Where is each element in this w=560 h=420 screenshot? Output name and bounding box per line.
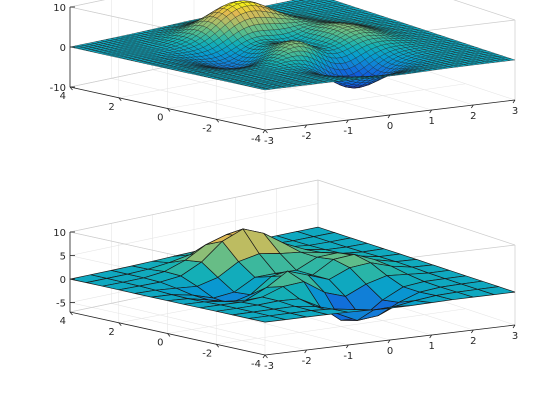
y-tick-mark <box>264 354 268 359</box>
z-tick-label: 0 <box>60 43 66 54</box>
x-tick-label: 1 <box>428 341 434 352</box>
z-tick-label: -10 <box>50 83 66 94</box>
side-wall-grid-line <box>69 302 266 346</box>
x-tick-label: 2 <box>470 336 476 347</box>
z-tick-label: 10 <box>53 3 66 14</box>
y-tick-label: 0 <box>157 338 163 349</box>
z-tick-label: 10 <box>53 228 66 239</box>
x-tick-mark <box>387 114 391 119</box>
y-tick-mark <box>69 311 73 316</box>
y-tick-label: -2 <box>202 348 212 359</box>
y-tick-mark <box>215 343 220 348</box>
y-tick-label: 4 <box>60 91 66 102</box>
y-tick-label: -4 <box>251 359 261 370</box>
x-tick-mark <box>429 109 432 114</box>
x-tick-mark <box>471 104 474 109</box>
surface-face <box>505 58 516 61</box>
y-tick-label: -4 <box>251 134 261 145</box>
y-tick-mark <box>167 333 171 337</box>
y-tick-label: 4 <box>60 316 66 327</box>
x-tick-mark <box>346 119 349 124</box>
x-tick-label: 0 <box>387 121 393 132</box>
surface-plot-coarse-mesh: -3 -2 -1 0 1 2 3 -4 -2 0 2 4 -5 0 5 10 <box>53 179 518 372</box>
y-tick-label: -2 <box>202 123 212 134</box>
x-tick-mark <box>346 344 349 349</box>
surface-mesh <box>69 0 516 91</box>
x-tick-label: 3 <box>512 106 518 117</box>
x-tick-mark <box>512 324 516 329</box>
x-tick-mark <box>387 339 391 344</box>
z-tick-label: 5 <box>60 252 66 263</box>
y-tick-mark <box>167 108 171 112</box>
x-tick-label: 1 <box>428 116 434 127</box>
x-tick-mark <box>471 329 474 334</box>
y-tick-mark <box>69 86 73 91</box>
floor-grid-line <box>216 83 466 120</box>
y-tick-mark <box>264 129 268 134</box>
y-tick-label: 0 <box>157 113 163 124</box>
y-tick-label: 2 <box>108 102 114 113</box>
x-tick-label: -3 <box>264 361 274 372</box>
back-wall-grid-line <box>69 203 319 256</box>
x-tick-mark <box>304 124 307 129</box>
axes-box-edge <box>317 179 516 246</box>
surface-mesh <box>69 226 516 323</box>
z-tick-label: -5 <box>56 299 66 310</box>
y-tick-mark <box>118 322 122 327</box>
z-tick-label: 0 <box>60 275 66 286</box>
y-tick-mark <box>215 118 220 123</box>
x-tick-label: -2 <box>302 131 312 142</box>
axes-box-edge <box>69 179 319 233</box>
y-tick-label: 2 <box>108 327 114 338</box>
x-tick-label: -1 <box>343 126 353 137</box>
y-tick-mark <box>118 97 122 102</box>
surface-face <box>477 286 516 295</box>
x-tick-label: 0 <box>387 346 393 357</box>
x-tick-mark <box>262 129 266 134</box>
x-tick-label: 3 <box>512 331 518 342</box>
x-tick-mark <box>262 354 266 359</box>
x-tick-mark <box>512 99 516 104</box>
floor-grid-line <box>216 308 466 345</box>
x-tick-label: -2 <box>302 356 312 367</box>
x-tick-label: -1 <box>343 351 353 362</box>
x-tick-mark <box>304 349 307 354</box>
axes-box-edge <box>453 0 516 21</box>
x-tick-mark <box>429 334 432 339</box>
x-tick-label: 2 <box>470 111 476 122</box>
x-tick-label: -3 <box>264 136 274 147</box>
